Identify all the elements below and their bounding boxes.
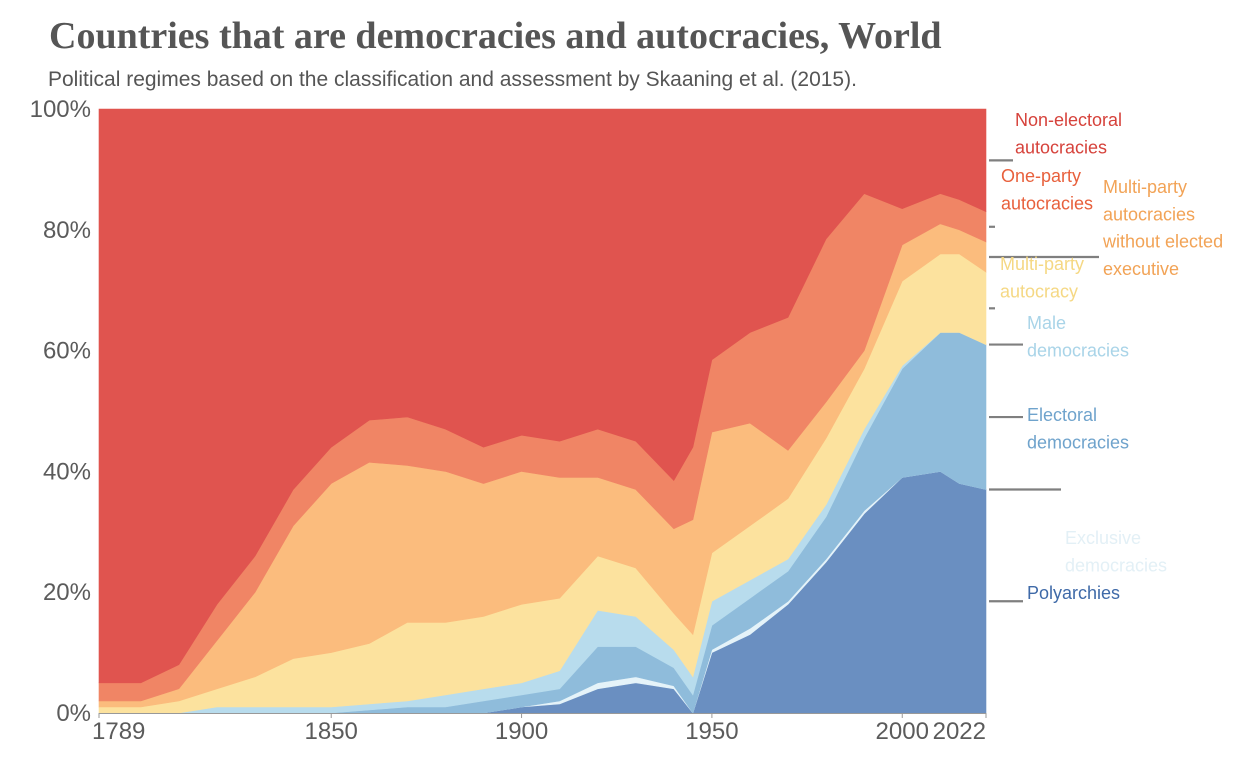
legend: Non-electoral autocracies One-party autocra… [989,110,1223,603]
area-non-electoral-autocracies [98,108,987,684]
y-axis: 0% 20% 40% 60% 80% 100% [30,96,91,727]
legend-label-exclusive-democracies: Exclusive democracies [1065,528,1167,575]
legend-label-electoral-democracies: Electoral democracies [1027,405,1129,452]
x-tick-label: 1789 [92,718,145,745]
x-tick-label: 1900 [495,718,548,745]
y-tick-label: 20% [43,579,91,606]
y-tick-label: 60% [43,338,91,365]
x-tick-label: 2022 [933,718,986,745]
legend-label-one-party-autocracies: One-party autocracies [1001,166,1093,213]
y-tick-label: 40% [43,458,91,485]
legend-label-polyarchies: Polyarchies [1027,583,1120,603]
chart-title: Countries that are democracies and autoc… [49,15,942,57]
x-tick-label: 1950 [685,718,738,745]
y-tick-label: 80% [43,217,91,244]
legend-label-multi-party-autocracy: Multi-party autocracy [1000,254,1084,301]
y-tick-label: 0% [56,700,91,727]
area-series-group [98,108,987,714]
legend-label-non-electoral-autocracies: Non-electoral autocracies [1015,110,1122,157]
x-tick-label: 2000 [876,718,929,745]
chart-subtitle: Political regimes based on the classific… [48,68,857,91]
x-tick-label: 1850 [305,718,358,745]
x-axis: 1789 1850 1900 1950 2000 2022 [92,713,987,745]
legend-label-male-democracies: Male democracies [1027,313,1129,360]
y-tick-label: 100% [30,96,91,123]
legend-label-multi-party-autocracies-without-elected-executive: Multi-party autocracies without elected exe… [1102,177,1223,279]
